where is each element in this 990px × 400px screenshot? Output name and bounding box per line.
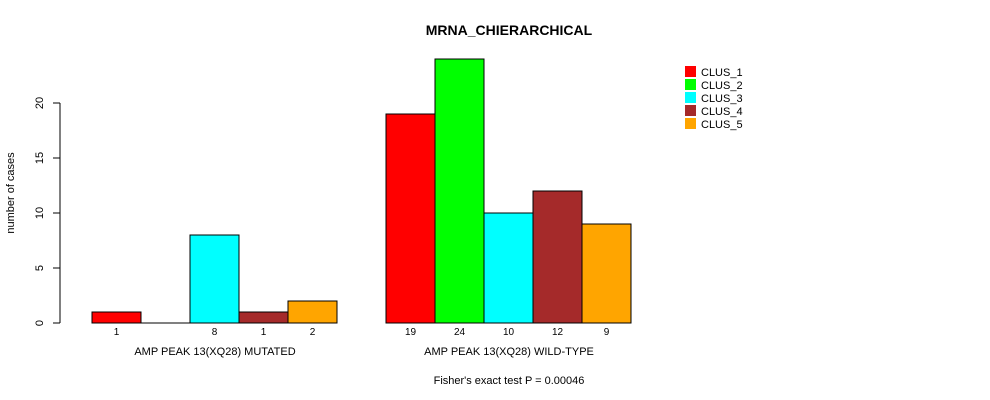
legend-label: CLUS_5 [701, 119, 743, 131]
group-label: AMP PEAK 13(XQ28) MUTATED [134, 346, 295, 358]
legend-swatch-clus3 [685, 92, 696, 103]
legend-swatch-clus1 [685, 66, 696, 77]
legend-label: CLUS_4 [701, 106, 743, 118]
legend-swatch-clus2 [685, 79, 696, 90]
y-axis: 0 5 10 15 20 [34, 97, 61, 326]
y-tick-label: 10 [34, 207, 46, 219]
bar-clus1-group2 [385, 113, 436, 324]
count-label: 10 [503, 327, 515, 338]
bar-clus2-group2 [434, 58, 485, 324]
bar-clus4-group2 [532, 190, 583, 324]
group-label: AMP PEAK 13(XQ28) WILD-TYPE [424, 346, 594, 358]
y-tick-label: 0 [34, 320, 46, 326]
count-label: 8 [212, 327, 218, 338]
count-label: 12 [552, 327, 564, 338]
legend-swatch-clus4 [685, 105, 696, 116]
bar-clus3-group1 [189, 234, 240, 324]
count-label: 19 [405, 327, 417, 338]
count-label: 24 [454, 327, 466, 338]
y-axis-label: number of cases [5, 152, 17, 234]
legend-label: CLUS_1 [701, 67, 743, 79]
count-label: 1 [114, 327, 120, 338]
count-label: 1 [261, 327, 267, 338]
y-tick-label: 20 [34, 97, 46, 109]
chart-title: MRNA_CHIERARCHICAL [426, 22, 593, 38]
legend-swatch-clus5 [685, 118, 696, 129]
bar-clus5-group2 [581, 223, 632, 324]
footnote: Fisher's exact test P = 0.00046 [434, 375, 585, 387]
count-label: 9 [604, 327, 610, 338]
count-label: 2 [310, 327, 316, 338]
y-tick-label: 15 [34, 152, 46, 164]
legend-label: CLUS_2 [701, 80, 743, 92]
y-tick-label: 5 [34, 265, 46, 271]
legend-label: CLUS_3 [701, 93, 743, 105]
bar-clus4-group1 [238, 311, 289, 324]
bar-clus1-group1 [91, 311, 142, 324]
bar-clus3-group2 [483, 212, 534, 324]
bar-clus5-group1 [287, 300, 338, 324]
